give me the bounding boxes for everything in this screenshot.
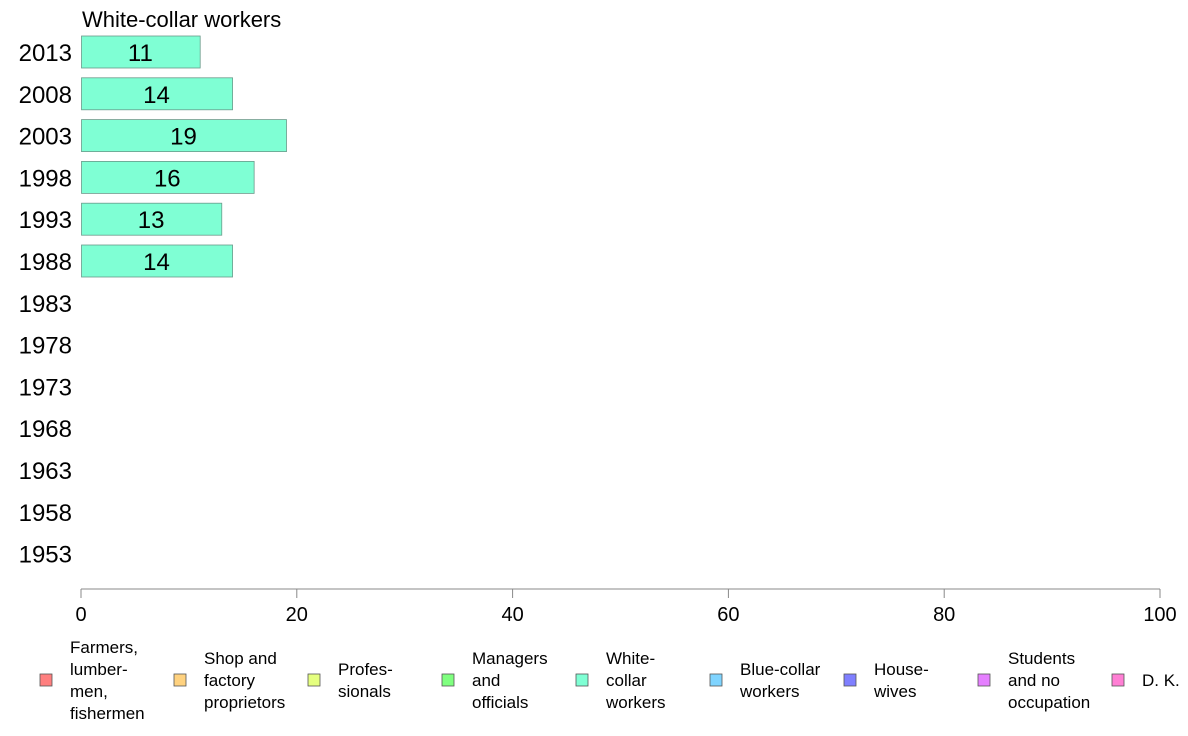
legend-item-6: Blue-collar workers [709, 660, 821, 701]
x-tick-label-20: 20 [286, 604, 308, 626]
year-label-1978: 1978 [19, 333, 72, 360]
bar-label-1993: 13 [138, 207, 165, 234]
bar-1998 [81, 160, 255, 194]
year-labels: 2013 2008 2003 1998 1993 1988 1983 1978 1973 1968… [19, 40, 72, 569]
legend-item-8: Students and no occupation [977, 649, 1090, 712]
legend-item-3: Profes-sionals [307, 660, 393, 701]
legend-label: D. K. [1142, 671, 1180, 690]
bar-2003 [81, 119, 287, 152]
legend-label: Farmers, lumber-men, fishermen [70, 638, 145, 723]
bar-label-1988: 14 [143, 249, 170, 276]
bar-2013 [81, 35, 201, 69]
legend-item-9: D. K. [1111, 671, 1180, 690]
year-label-2008: 2008 [19, 82, 72, 109]
x-tick-label-100: 100 [1143, 604, 1176, 626]
year-label-2003: 2003 [19, 124, 72, 151]
legend-item-7: House-wives [843, 660, 929, 701]
legend-label: Managers and officials [472, 649, 548, 712]
bar-label-1998: 16 [154, 165, 181, 192]
legend-swatch [441, 673, 455, 687]
bar-2008 [81, 77, 233, 111]
bar-1993 [81, 202, 223, 236]
legend-label: House-wives [873, 660, 929, 701]
year-label-1968: 1968 [19, 416, 72, 443]
legend-label: Blue-collar workers [739, 660, 821, 701]
legend-label: Students and no occupation [1008, 649, 1090, 712]
bar-label-2003: 19 [170, 124, 197, 151]
x-tick-label-40: 40 [501, 604, 523, 626]
legend-swatch [173, 673, 187, 687]
year-label-1993: 1993 [19, 207, 72, 234]
x-tick-label-60: 60 [717, 604, 739, 626]
year-label-1973: 1973 [19, 374, 72, 401]
legend-swatch [307, 673, 321, 687]
bar-label-2008: 14 [143, 82, 170, 109]
chart-title: White-collar workers [82, 7, 281, 32]
x-tick-label-80: 80 [933, 604, 955, 626]
legend-item-1: Farmers, lumber-men, fishermen [39, 638, 145, 723]
bar-1988 [81, 244, 233, 278]
legend: Farmers, lumber-men, fishermen Shop and fact… [39, 638, 1180, 723]
x-tick-label-0: 0 [75, 604, 86, 626]
legend-item-5: White-collar workers [575, 649, 666, 712]
legend-swatch [709, 673, 723, 687]
legend-label: Profes-sionals [338, 660, 393, 701]
year-label-1998: 1998 [19, 165, 72, 192]
legend-swatch [1111, 673, 1125, 687]
year-label-1983: 1983 [19, 291, 72, 318]
legend-swatch [843, 673, 857, 687]
year-label-1988: 1988 [19, 249, 72, 276]
legend-item-4: Managers and officials [441, 649, 548, 712]
legend-item-2: Shop and factory proprietors [173, 649, 285, 712]
legend-label: White-collar workers [605, 649, 666, 712]
legend-swatch [39, 673, 53, 687]
year-label-1963: 1963 [19, 458, 72, 485]
year-label-1953: 1953 [19, 542, 72, 569]
year-label-2013: 2013 [19, 40, 72, 67]
legend-swatch [977, 673, 991, 687]
legend-label: Shop and factory proprietors [204, 649, 285, 712]
bar-label-2013: 11 [128, 40, 153, 67]
legend-swatch [575, 673, 589, 687]
year-label-1958: 1958 [19, 500, 72, 527]
x-axis: 0 20 40 60 80 100 [75, 588, 1177, 626]
